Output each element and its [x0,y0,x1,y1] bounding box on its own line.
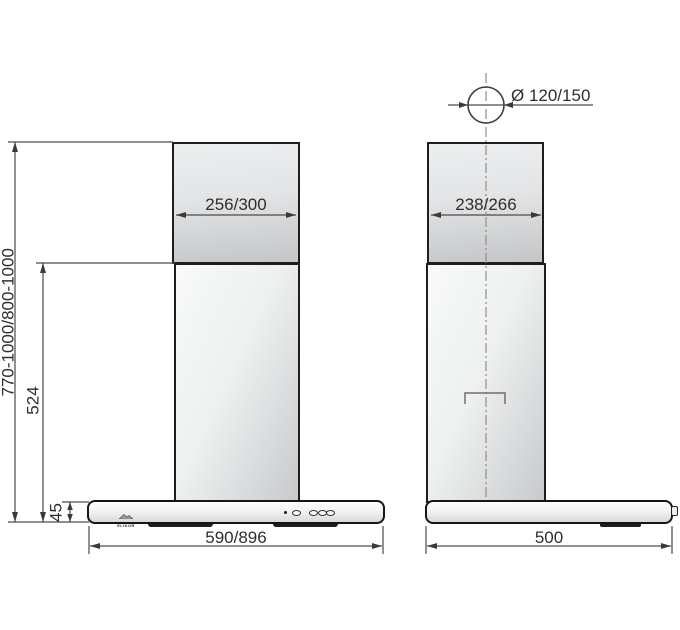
front-lower-chimney [174,263,300,503]
mountain-logo-icon [118,514,134,520]
speed-button-3 [326,510,335,516]
brand-logo: ELIKOR [111,507,141,528]
light-button [292,510,301,516]
extension-lines [8,141,673,554]
label-duct-diameter: Ø 120/150 [511,86,591,105]
arrow-45-top [67,502,73,510]
side-lower-chimney [426,263,546,503]
label-total-height: 770-1000/800-1000 [0,248,18,397]
arrow-45-bottom [67,514,73,522]
arrow-duct-left [459,102,468,108]
arrow-front-width-right [372,543,382,549]
arrowheads [12,102,671,549]
arrow-side-depth-right [661,543,671,549]
label-side-depth: 500 [534,528,564,547]
arrow-side-depth-left [427,543,437,549]
front-grease-filter-right [273,521,338,527]
arrow-524-bottom [40,512,46,522]
dimension-lines [14,104,671,547]
speed-button-1 [309,510,318,516]
side-damper-clip [671,506,678,516]
arrow-total-top [12,142,18,152]
label-lower-height: 524 [23,386,43,415]
side-grease-filter [600,522,641,527]
label-body-height: 45 [46,503,66,522]
front-grease-filter-left [148,521,213,527]
label-side-upper-width: 238/266 [455,195,517,214]
arrow-total-bottom [12,512,18,522]
arrow-524-top [40,263,46,273]
front-hood-body: ELIKOR [87,500,385,528]
front-upper-chimney [172,142,300,264]
arrow-front-width-left [90,543,100,549]
side-hood-body [425,500,673,524]
duct-outlet-circle [467,86,505,124]
indicator-light [284,511,287,514]
brand-logo-text: ELIKOR [117,523,135,528]
label-front-width: 590/896 [205,528,267,547]
label-front-upper-width: 256/300 [205,195,267,214]
